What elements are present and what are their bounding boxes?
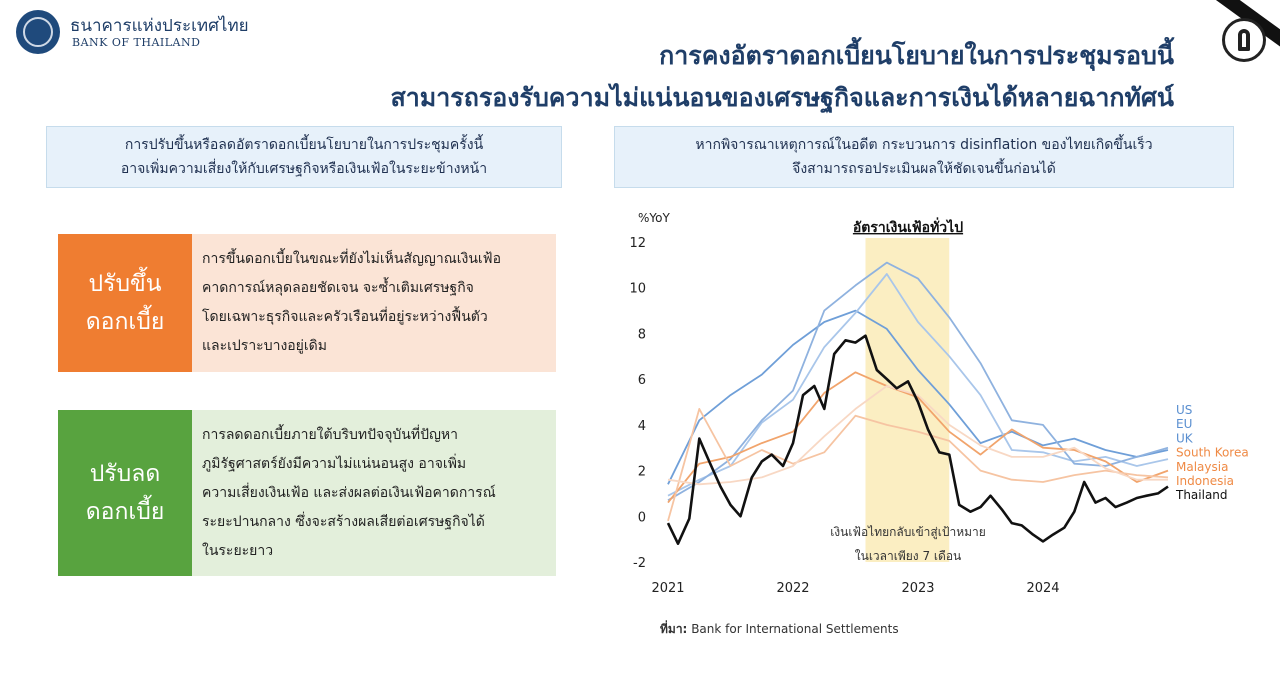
- bank-seal-inner: [23, 17, 53, 47]
- raise-label-line2: ดอกเบี้ย: [85, 309, 165, 335]
- legend-entry: US: [1176, 403, 1192, 417]
- x-tick-label: 2022: [776, 581, 809, 596]
- source-note: ที่มา: Bank for International Settlement…: [660, 620, 899, 639]
- cut-text-line: การลดดอกเบี้ยภายใต้บริบทปัจจุบันที่ปัญหา: [202, 426, 459, 443]
- cut-text-line: ความเสี่ยงเงินเฟ้อ และส่งผลต่อเงินเฟ้อคา…: [202, 484, 496, 501]
- ribbon-circle: [1222, 18, 1266, 62]
- chart-title: อัตราเงินเฟ้อทั่วไป: [853, 217, 963, 236]
- annotation-line1: เงินเฟ้อไทยกลับเข้าสู่เป้าหมาย: [830, 525, 986, 540]
- ribbon-loop-icon: [1238, 29, 1250, 51]
- slide-title-line1: การคงอัตราดอกเบี้ยนโยบายในการประชุมรอบนี…: [659, 41, 1174, 70]
- highlight-band: [865, 238, 950, 562]
- legend-entry: Malaysia: [1176, 460, 1228, 474]
- raise-text-line: คาดการณ์หลุดลอยชัดเจน จะซ้ำเติมเศรษฐกิจ: [202, 280, 474, 296]
- cut-rate-card: ปรับลด ดอกเบี้ย การลดดอกเบี้ยภายใต้บริบท…: [58, 410, 556, 576]
- series-line-malaysia: [667, 407, 1169, 522]
- legend-entry: Indonesia: [1176, 474, 1234, 488]
- cut-text-line: ระยะปานกลาง ซึ่งจะสร้างผลเสียต่อเศรษฐกิจ…: [202, 513, 485, 530]
- source-text: Bank for International Settlements: [691, 622, 899, 636]
- raise-rate-label: ปรับขึ้น ดอกเบี้ย: [58, 234, 192, 372]
- left-heading-line2: อาจเพิ่มความเสี่ยงให้กับเศรษฐกิจหรือเงิน…: [120, 161, 488, 177]
- raise-label-line1: ปรับขึ้น: [88, 271, 162, 297]
- right-heading-box: หากพิจารณาเหตุการณ์ในอดีต กระบวนการ disi…: [614, 126, 1234, 188]
- legend-entry: EU: [1176, 417, 1192, 431]
- y-tick-label: 10: [629, 282, 646, 297]
- y-tick-label: 12: [629, 236, 646, 251]
- left-heading-box: การปรับขึ้นหรือลดอัตราดอกเบี้ยนโยบายในกา…: [46, 126, 562, 188]
- raise-text-line: การขึ้นดอกเบี้ยในขณะที่ยังไม่เห็นสัญญาณเ…: [202, 251, 502, 267]
- y-axis-label: %YoY: [638, 211, 670, 225]
- series-line-thailand: [666, 334, 1169, 546]
- raise-text-line: โดยเฉพาะธุรกิจและครัวเรือนที่อยู่ระหว่าง…: [202, 309, 488, 325]
- annotation-line2: ในเวลาเพียง 7 เดือน: [855, 549, 961, 563]
- y-tick-label: 0: [638, 510, 646, 525]
- slide-title-line2: สามารถรองรับความไม่แน่นอนของเศรษฐกิจและก…: [390, 83, 1174, 112]
- cut-rate-label: ปรับลด ดอกเบี้ย: [58, 410, 192, 576]
- cut-label-line2: ดอกเบี้ย: [85, 499, 165, 525]
- raise-rate-text: การขึ้นดอกเบี้ยในขณะที่ยังไม่เห็นสัญญาณเ…: [192, 234, 556, 372]
- x-tick-label: 2023: [901, 581, 934, 596]
- cut-rate-text: การลดดอกเบี้ยภายใต้บริบทปัจจุบันที่ปัญหา…: [192, 410, 556, 576]
- x-tick-label: 2024: [1026, 581, 1059, 596]
- y-tick-label: -2: [633, 556, 646, 571]
- inflation-chart: %YoY -2 0 2 4 6 8 10 12 2021 2022 2023 2024 อัตราเงิน…: [629, 211, 1249, 596]
- y-tick-label: 8: [638, 327, 646, 342]
- org-name-en: BANK OF THAILAND: [72, 36, 201, 49]
- right-heading-line1: หากพิจารณาเหตุการณ์ในอดีต กระบวนการ disi…: [695, 137, 1153, 153]
- legend-entry: Thailand: [1175, 488, 1228, 502]
- series-line-uk: [667, 261, 1169, 502]
- bank-seal-logo: [16, 10, 60, 54]
- y-tick-label: 2: [638, 465, 646, 480]
- raise-rate-card: ปรับขึ้น ดอกเบี้ย การขึ้นดอกเบี้ยในขณะที…: [58, 234, 556, 372]
- source-label: ที่มา:: [660, 622, 688, 636]
- x-tick-label: 2021: [651, 581, 684, 596]
- mourning-ribbon-icon: [1200, 0, 1280, 80]
- y-tick-label: 4: [638, 419, 646, 434]
- cut-label-line1: ปรับลด: [89, 461, 161, 487]
- legend-entry: UK: [1176, 431, 1194, 445]
- right-heading-line2: จึงสามารถรอประเมินผลให้ชัดเจนขึ้นก่อนได้: [792, 161, 1056, 177]
- legend-entry: South Korea: [1176, 446, 1249, 460]
- org-name-th: ธนาคารแห่งประเทศไทย: [70, 16, 249, 36]
- series-line-eu: [667, 273, 1169, 497]
- cut-text-line: ในระยะยาว: [202, 542, 274, 559]
- series-line-us: [667, 309, 1169, 485]
- y-tick-label: 6: [638, 373, 646, 388]
- raise-text-line: และเปราะบางอยู่เดิม: [202, 338, 327, 354]
- left-heading-line1: การปรับขึ้นหรือลดอัตราดอกเบี้ยนโยบายในกา…: [124, 137, 484, 153]
- cut-text-line: ภูมิรัฐศาสตร์ยังมีความไม่แน่นอนสูง อาจเพ…: [202, 455, 467, 472]
